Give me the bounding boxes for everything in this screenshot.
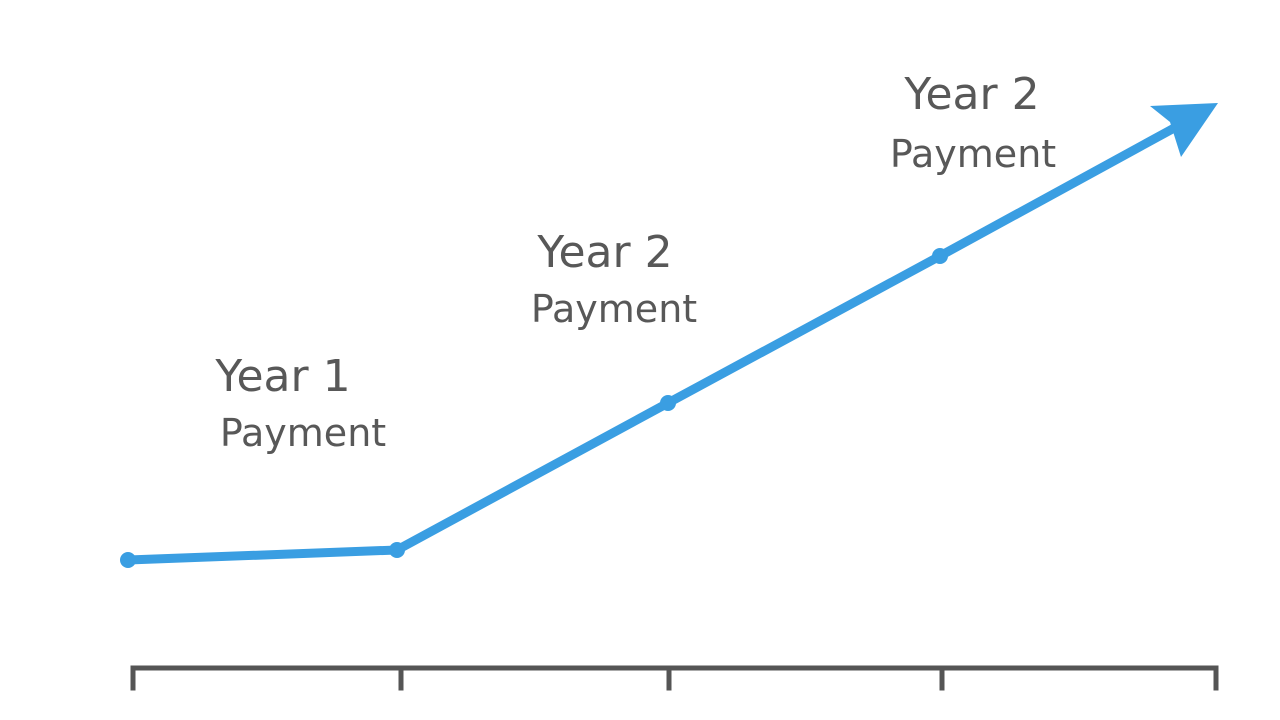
- timeline-axis: [130, 665, 1219, 691]
- growth-line: [120, 103, 1218, 568]
- point: [660, 395, 676, 411]
- label-subtitle: Payment: [531, 287, 697, 331]
- label-title: Year 2: [903, 69, 1039, 120]
- label-subtitle: Payment: [220, 411, 386, 455]
- point: [389, 542, 405, 558]
- label-group: Year 2 Payment: [531, 227, 697, 331]
- point: [932, 248, 948, 264]
- label-title: Year 2: [536, 227, 672, 278]
- trend-line: [123, 110, 1203, 565]
- label-title: Year 1: [214, 351, 350, 402]
- label-group: Year 2 Payment: [890, 69, 1056, 176]
- point: [120, 552, 136, 568]
- label-subtitle: Payment: [890, 132, 1056, 176]
- arrow-head: [1150, 103, 1218, 157]
- label-group: Year 1 Payment: [214, 351, 386, 455]
